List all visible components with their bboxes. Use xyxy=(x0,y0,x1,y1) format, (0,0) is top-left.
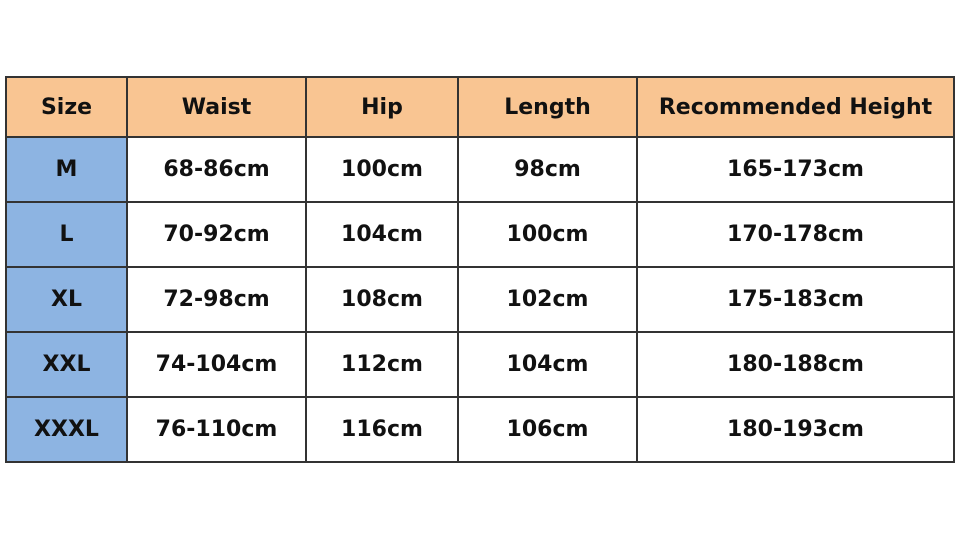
header-length: Length xyxy=(457,76,638,138)
cell-recommended-height: 175-183cm xyxy=(636,266,955,333)
cell-length: 98cm xyxy=(457,136,638,203)
cell-length: 102cm xyxy=(457,266,638,333)
table-row: XXL 74-104cm 112cm 104cm 180-188cm xyxy=(5,331,955,398)
cell-hip: 100cm xyxy=(305,136,459,203)
cell-waist: 74-104cm xyxy=(126,331,307,398)
cell-hip: 104cm xyxy=(305,201,459,268)
cell-size: L xyxy=(5,201,128,268)
cell-length: 104cm xyxy=(457,331,638,398)
cell-recommended-height: 170-178cm xyxy=(636,201,955,268)
cell-waist: 76-110cm xyxy=(126,396,307,463)
cell-length: 106cm xyxy=(457,396,638,463)
table-row: M 68-86cm 100cm 98cm 165-173cm xyxy=(5,136,955,203)
cell-size: M xyxy=(5,136,128,203)
cell-size: XXL xyxy=(5,331,128,398)
cell-recommended-height: 180-193cm xyxy=(636,396,955,463)
table-row: L 70-92cm 104cm 100cm 170-178cm xyxy=(5,201,955,268)
cell-recommended-height: 165-173cm xyxy=(636,136,955,203)
table-row: XXXL 76-110cm 116cm 106cm 180-193cm xyxy=(5,396,955,463)
header-recommended-height: Recommended Height xyxy=(636,76,955,138)
cell-size: XL xyxy=(5,266,128,333)
size-chart-table: Size Waist Hip Length Recommended Height… xyxy=(5,76,955,463)
cell-hip: 112cm xyxy=(305,331,459,398)
cell-waist: 68-86cm xyxy=(126,136,307,203)
header-size: Size xyxy=(5,76,128,138)
cell-waist: 70-92cm xyxy=(126,201,307,268)
cell-size: XXXL xyxy=(5,396,128,463)
cell-recommended-height: 180-188cm xyxy=(636,331,955,398)
cell-waist: 72-98cm xyxy=(126,266,307,333)
header-waist: Waist xyxy=(126,76,307,138)
cell-length: 100cm xyxy=(457,201,638,268)
table-row: XL 72-98cm 108cm 102cm 175-183cm xyxy=(5,266,955,333)
header-hip: Hip xyxy=(305,76,459,138)
header-row: Size Waist Hip Length Recommended Height xyxy=(5,76,955,138)
cell-hip: 116cm xyxy=(305,396,459,463)
cell-hip: 108cm xyxy=(305,266,459,333)
